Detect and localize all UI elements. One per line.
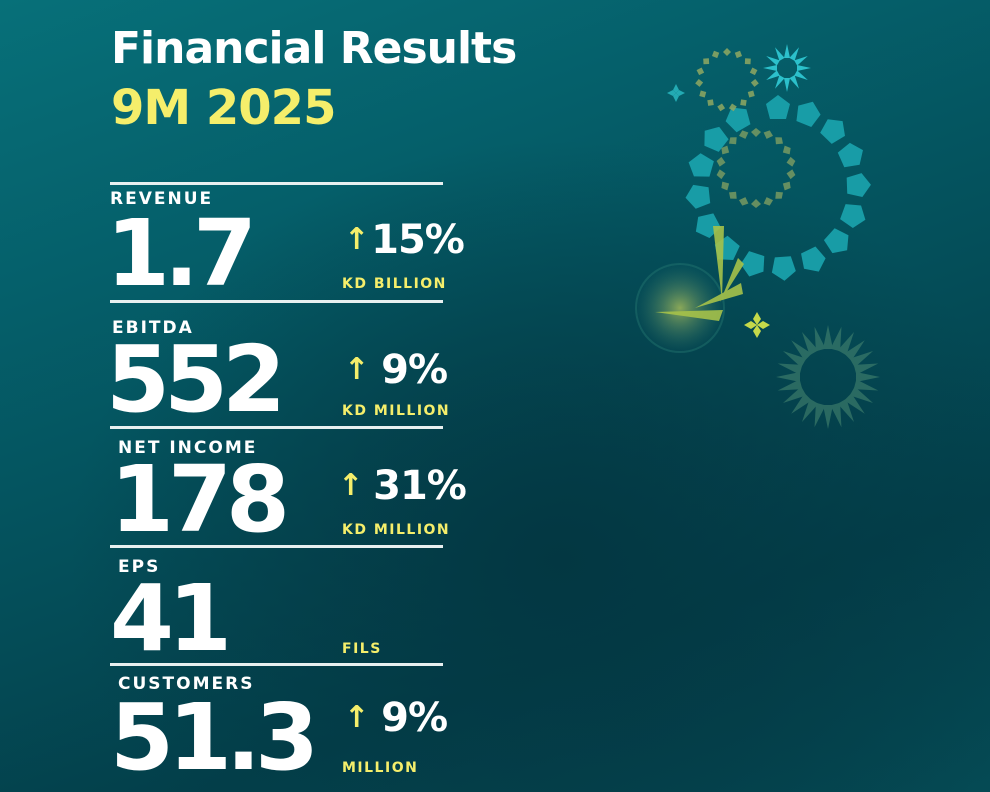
change-percent: 15%: [371, 217, 465, 263]
metric-unit: KD MILLION: [342, 403, 451, 419]
metric-label: NET INCOME: [118, 438, 258, 458]
diamond-ring-top: [723, 48, 731, 56]
metric-unit: KD MILLION: [342, 522, 451, 538]
divider: [110, 300, 443, 303]
metric-label: EPS: [118, 557, 161, 577]
arrow-up-icon: ↑: [344, 352, 370, 387]
metric-change: ↑ 15%: [344, 217, 465, 263]
page-title: Financial Results: [111, 23, 517, 74]
arrow-up-icon: ↑: [338, 468, 364, 503]
metric-unit: KD BILLION: [342, 276, 447, 292]
metric-value: 178: [110, 446, 290, 553]
metric-value: 41: [110, 565, 232, 672]
metric-value: 51.3: [110, 684, 319, 791]
change-percent: 9%: [381, 347, 448, 393]
fan-rays-icon: [655, 226, 744, 321]
pentagon-ring: [685, 95, 871, 281]
small-flower-icon: [667, 84, 685, 102]
arrow-up-icon: ↑: [344, 700, 370, 735]
glow-circle: [634, 262, 726, 354]
metric-unit: FILS: [342, 641, 382, 657]
metric-change: ↑ 9%: [344, 347, 448, 393]
metric-label: EBITDA: [112, 318, 194, 338]
change-percent: 9%: [381, 695, 448, 741]
metric-change: ↑ 9%: [344, 695, 448, 741]
divider: [110, 663, 443, 666]
divider: [110, 545, 443, 548]
metric-unit: MILLION: [342, 760, 419, 776]
divider: [110, 426, 443, 429]
metric-value: 1.7: [106, 200, 257, 307]
metric-label: REVENUE: [110, 189, 214, 209]
metric-label: CUSTOMERS: [118, 674, 255, 694]
starburst-faint-icon: [776, 325, 880, 429]
period-subtitle: 9M 2025: [111, 80, 336, 136]
arrow-up-icon: ↑: [344, 222, 370, 257]
change-percent: 31%: [373, 463, 467, 509]
green-flower-icon: [744, 312, 770, 338]
diamond-ring-inner: [716, 128, 796, 208]
divider: [110, 182, 443, 185]
starburst-teal-icon: [763, 44, 811, 92]
metric-change: ↑ 31%: [338, 463, 467, 509]
metric-value: 552: [106, 326, 286, 433]
